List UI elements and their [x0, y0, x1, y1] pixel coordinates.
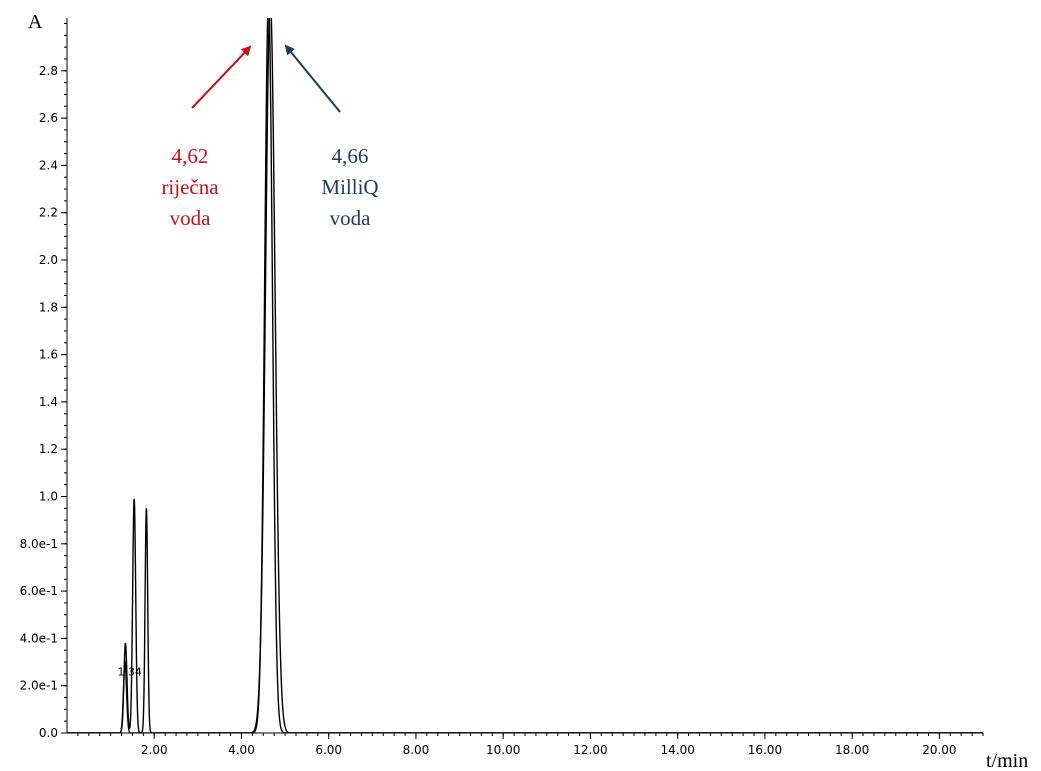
peak-labels: 1.34 — [117, 666, 142, 679]
x-tick-label: 10.00 — [486, 743, 520, 757]
peak-label: 1.34 — [117, 666, 142, 679]
annotation-text: voda — [330, 206, 372, 230]
annotation-text: MilliQ — [321, 175, 378, 199]
annotations: 4,62 riječna voda 4,66 MilliQ voda — [161, 44, 379, 230]
series-line-2 — [67, 18, 983, 733]
y-tick-label: 2.8 — [39, 64, 58, 78]
y-tick-label: 1.2 — [39, 442, 58, 456]
y-tick-label: 2.4 — [39, 158, 58, 172]
y-axis-title: A — [28, 11, 43, 33]
y-tick-label: 2.6 — [39, 111, 58, 125]
y-axis: 0.0 2.0e-1 4.0e-1 6.0e-1 8.0e-1 1.0 1.2 1.4 1.6 1… — [20, 18, 68, 740]
x-tick-label: 20.00 — [922, 743, 956, 757]
y-tick-label: 2.2 — [39, 206, 58, 220]
annotation-text: voda — [170, 206, 212, 230]
x-tick-label: 14.00 — [660, 743, 694, 757]
x-tick-label: 6.00 — [315, 743, 342, 757]
x-tick-label: 16.00 — [748, 743, 782, 757]
x-axis: 2.00 4.00 6.00 8.00 10.00 12.00 14.00 16.00 18.0… — [67, 732, 984, 757]
y-tick-label: 2.0 — [39, 253, 58, 267]
y-tick-label: 1.4 — [39, 395, 58, 409]
y-tick-label: 8.0e-1 — [20, 537, 58, 551]
y-tick-label: 4.0e-1 — [20, 631, 58, 645]
x-tick-label: 18.00 — [835, 743, 869, 757]
y-tick-label: 1.6 — [39, 348, 58, 362]
annotation-arrow — [284, 44, 341, 113]
x-tick-label: 2.00 — [141, 743, 168, 757]
x-tick-label: 12.00 — [573, 743, 607, 757]
y-tick-label: 1.8 — [39, 300, 58, 314]
y-tick-label: 6.0e-1 — [20, 584, 58, 598]
y-tick-label: 0.0 — [39, 726, 58, 740]
annotation-text: riječna — [161, 175, 219, 199]
annotation-arrow — [191, 45, 252, 109]
series-line-1 — [67, 18, 983, 733]
x-tick-label: 4.00 — [228, 743, 255, 757]
annotation-text: 4,66 — [332, 144, 369, 168]
x-axis-title: t/min — [986, 750, 1028, 771]
y-tick-label: 2.0e-1 — [20, 679, 58, 693]
plot-lines — [67, 18, 983, 733]
y-tick-label: 1.0 — [39, 490, 58, 504]
annotation-text: 4,62 — [172, 144, 209, 168]
x-tick-label: 8.00 — [403, 743, 430, 757]
